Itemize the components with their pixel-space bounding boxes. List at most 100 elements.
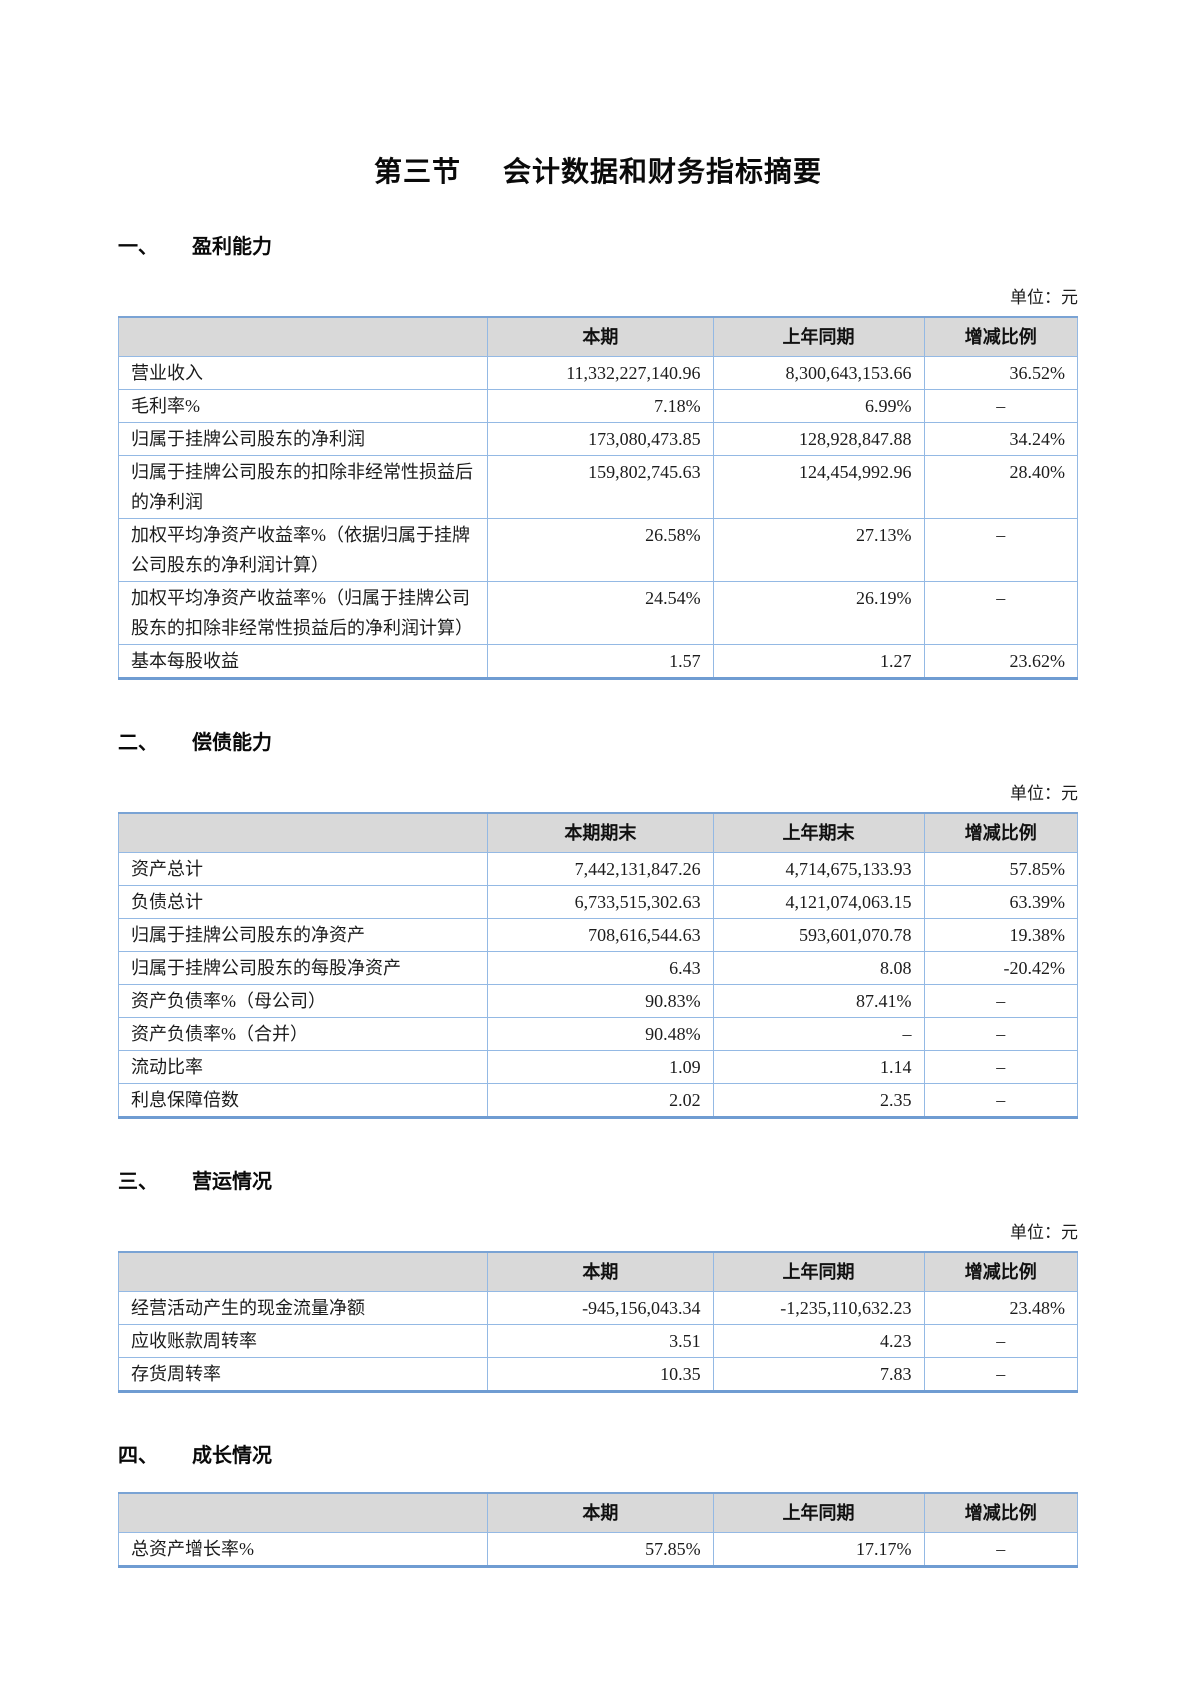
cell-current: 7,442,131,847.26 xyxy=(487,852,714,886)
row-label: 归属于挂牌公司股东的扣除非经常性损益后的净利润 xyxy=(117,455,489,519)
table-header-row: 本期 上年同期 增减比例 xyxy=(117,316,1079,357)
cell-change: – xyxy=(923,1324,1079,1358)
cell-prior: 8.08 xyxy=(712,951,925,985)
row-label: 经营活动产生的现金流量净额 xyxy=(117,1291,489,1325)
cell-prior: 1.14 xyxy=(712,1050,925,1084)
cell-current: -945,156,043.34 xyxy=(487,1291,714,1325)
row-label: 资产总计 xyxy=(117,852,489,886)
section-heading: 一、 盈利能力 xyxy=(118,230,1078,259)
cell-prior: 7.83 xyxy=(712,1357,925,1392)
cell-prior: 4.23 xyxy=(712,1324,925,1358)
cell-change: – xyxy=(923,1532,1079,1567)
cell-current: 708,616,544.63 xyxy=(487,918,714,952)
cell-change: 57.85% xyxy=(923,852,1079,886)
cell-current: 1.57 xyxy=(487,644,714,679)
table-row: 存货周转率 10.35 7.83– xyxy=(117,1357,1079,1392)
table-row: 毛利率% 7.18% 6.99% – xyxy=(117,389,1079,423)
cell-current: 57.85% xyxy=(487,1532,714,1567)
row-label: 应收账款周转率 xyxy=(117,1324,489,1358)
cell-change: – xyxy=(923,984,1079,1018)
table-row: 基本每股收益 1.57 1.27 23.62% xyxy=(117,644,1079,679)
section-number: 三、 xyxy=(118,1171,158,1193)
header-empty-cell xyxy=(117,1251,489,1292)
unit-label: 单位：元 xyxy=(1010,288,1078,307)
growth-table: 本期 上年同期 增减比例 总资产增长率% 57.85% 17.17% – xyxy=(117,1492,1079,1568)
header-current-period: 本期 xyxy=(487,316,714,357)
cell-change: 34.24% xyxy=(923,422,1079,456)
table-row: 归属于挂牌公司股东的每股净资产 6.43 8.08 -20.42% xyxy=(117,951,1079,985)
cell-change: – xyxy=(923,1017,1079,1051)
table-row: 经营活动产生的现金流量净额 -945,156,043.34 -1,235,110,6… xyxy=(117,1291,1079,1325)
table-row: 总资产增长率% 57.85% 17.17% – xyxy=(117,1532,1079,1567)
cell-prior: 124,454,992.96 xyxy=(712,455,925,519)
row-label: 资产负债率%（合并） xyxy=(117,1017,489,1051)
cell-current: 3.51 xyxy=(487,1324,714,1358)
cell-prior: 1.27 xyxy=(712,644,925,679)
row-label: 存货周转率 xyxy=(117,1357,489,1392)
cell-prior: 87.41% xyxy=(712,984,925,1018)
cell-current: 24.54% xyxy=(487,581,714,645)
table-row: 资产负债率%（母公司） 90.83% 87.41% – xyxy=(117,984,1079,1018)
section-title: 营运情况 xyxy=(192,1171,272,1193)
cell-prior: 17.17% xyxy=(712,1532,925,1567)
header-prior-period: 上年同期 xyxy=(712,316,925,357)
table-row: 营业收入 11,332,227,140.96 8,300,643,153.66 36.… xyxy=(117,356,1079,390)
cell-change: 23.62% xyxy=(923,644,1079,679)
cell-current: 6,733,515,302.63 xyxy=(487,885,714,919)
row-label: 归属于挂牌公司股东的每股净资产 xyxy=(117,951,489,985)
cell-change: – xyxy=(923,1083,1079,1118)
cell-current: 7.18% xyxy=(487,389,714,423)
cell-current: 90.48% xyxy=(487,1017,714,1051)
header-change-ratio: 增减比例 xyxy=(923,316,1079,357)
table-row: 归属于挂牌公司股东的扣除非经常性损益后的净利润 159,802,745.63 124… xyxy=(117,455,1079,519)
table-header-row: 本期 上年同期 增减比例 xyxy=(117,1492,1079,1533)
cell-prior: 128,928,847.88 xyxy=(712,422,925,456)
table-row: 流动比率 1.09 1.14– xyxy=(117,1050,1079,1084)
cell-prior: 2.35 xyxy=(712,1083,925,1118)
header-empty-cell xyxy=(117,812,489,853)
section-title: 成长情况 xyxy=(192,1445,272,1467)
section-number: 一、 xyxy=(118,236,158,258)
cell-current: 1.09 xyxy=(487,1050,714,1084)
section-title: 偿债能力 xyxy=(192,732,272,754)
row-label: 加权平均净资产收益率%（依据归属于挂牌公司股东的净利润计算） xyxy=(117,518,489,582)
row-label: 营业收入 xyxy=(117,356,489,390)
section-heading: 四、 成长情况 xyxy=(118,1439,1078,1468)
cell-current: 90.83% xyxy=(487,984,714,1018)
page-title-text: 会计数据和财务指标摘要 xyxy=(503,156,823,187)
table-row: 归属于挂牌公司股东的净利润 173,080,473.85 128,928,847.8… xyxy=(117,422,1079,456)
section-heading: 二、 偿债能力 xyxy=(118,726,1078,755)
row-label: 毛利率% xyxy=(117,389,489,423)
row-label: 资产负债率%（母公司） xyxy=(117,984,489,1018)
row-label: 加权平均净资产收益率%（归属于挂牌公司股东的扣除非经常性损益后的净利润计算） xyxy=(117,581,489,645)
table-row: 资产总计 7,442,131,847.26 4,714,675,133.93 57.8… xyxy=(117,852,1079,886)
table-row: 加权平均净资产收益率%（依据归属于挂牌公司股东的净利润计算） 26.58% 27.1… xyxy=(117,518,1079,582)
section-number: 四、 xyxy=(118,1445,158,1467)
unit-label: 单位：元 xyxy=(1010,784,1078,803)
cell-prior: 8,300,643,153.66 xyxy=(712,356,925,390)
section-heading: 三、 营运情况 xyxy=(118,1165,1078,1194)
table-header-row: 本期 上年同期 增减比例 xyxy=(117,1251,1079,1292)
header-current-period: 本期 xyxy=(487,1492,714,1533)
page-title: 第三节 会计数据和财务指标摘要 xyxy=(118,150,1078,190)
header-prior-period: 上年同期 xyxy=(712,1251,925,1292)
row-label: 流动比率 xyxy=(117,1050,489,1084)
section-growth: 四、 成长情况 本期 上年同期 增减比例 总资产增长率% 57.85% 17.17% – xyxy=(117,1439,1079,1568)
cell-prior: 6.99% xyxy=(712,389,925,423)
cell-change: – xyxy=(923,389,1079,423)
cell-change: – xyxy=(923,1357,1079,1392)
cell-prior: – xyxy=(712,1017,925,1051)
cell-change: – xyxy=(923,1050,1079,1084)
cell-change: 28.40% xyxy=(923,455,1079,519)
cell-current: 173,080,473.85 xyxy=(487,422,714,456)
table-row: 利息保障倍数 2.02 2.35– xyxy=(117,1083,1079,1118)
row-label: 归属于挂牌公司股东的净利润 xyxy=(117,422,489,456)
table-row: 加权平均净资产收益率%（归属于挂牌公司股东的扣除非经常性损益后的净利润计算） 24… xyxy=(117,581,1079,645)
cell-current: 26.58% xyxy=(487,518,714,582)
cell-change: 23.48% xyxy=(923,1291,1079,1325)
header-current-period: 本期 xyxy=(487,1251,714,1292)
header-change-ratio: 增减比例 xyxy=(923,812,1079,853)
header-change-ratio: 增减比例 xyxy=(923,1251,1079,1292)
table-row: 资产负债率%（合并） 90.48% – – xyxy=(117,1017,1079,1051)
